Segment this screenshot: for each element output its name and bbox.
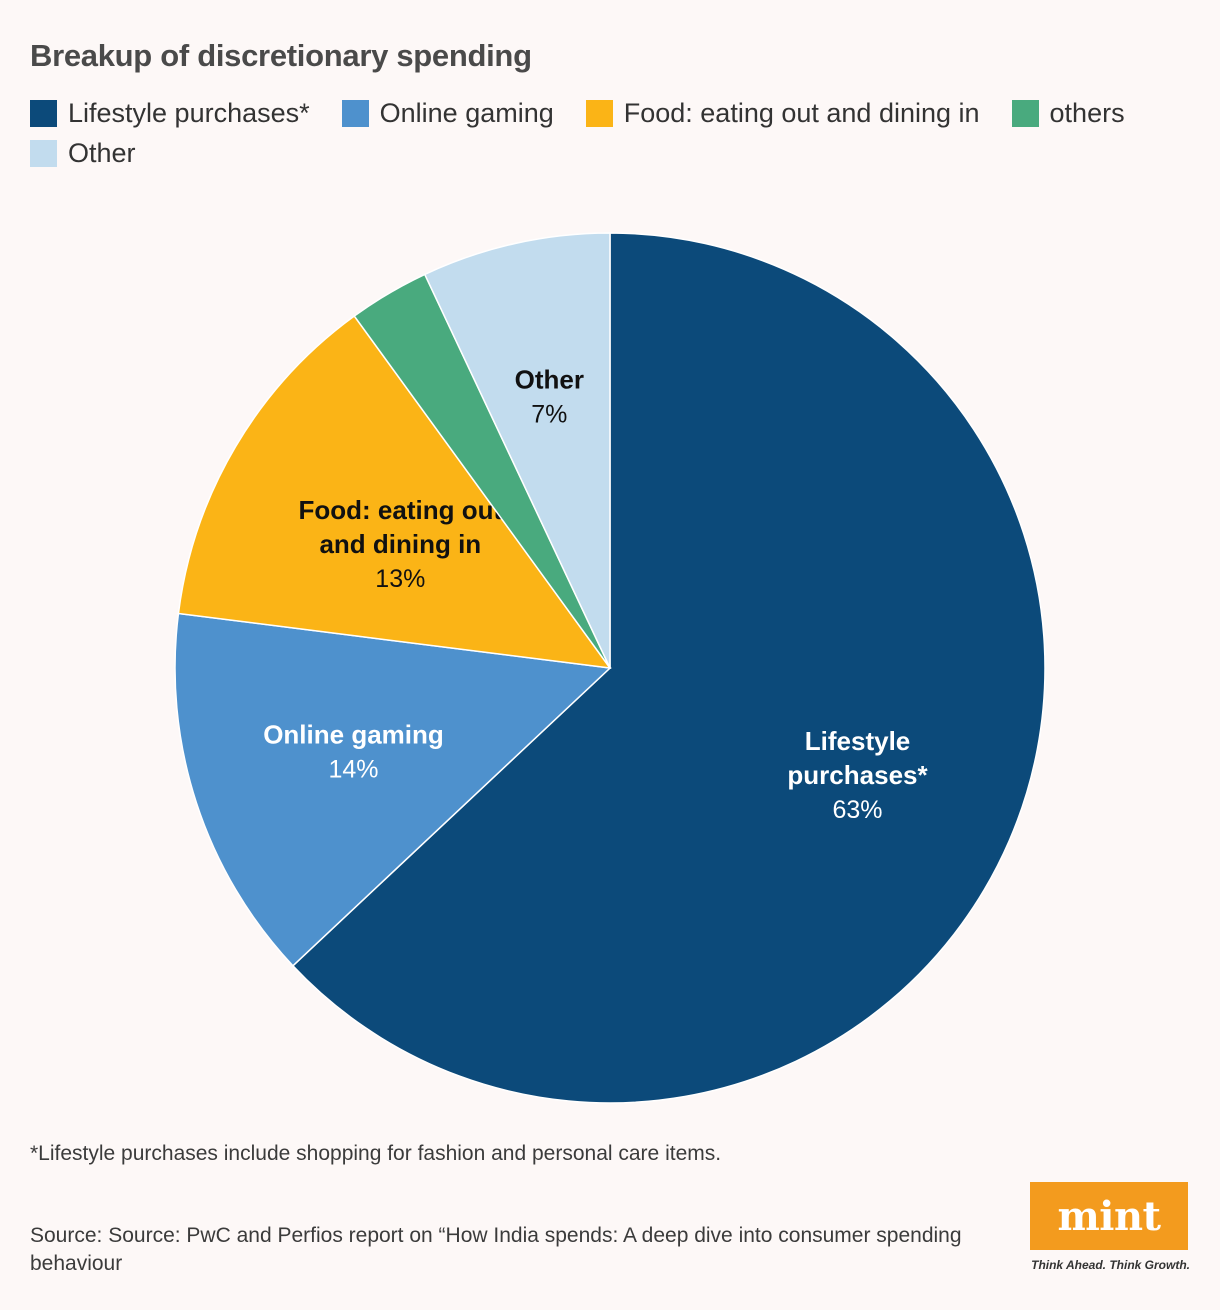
slice-label: Other xyxy=(515,364,584,394)
source-note: Source: Source: PwC and Perfios report o… xyxy=(30,1224,962,1275)
pie-slice xyxy=(177,315,612,669)
legend-swatch xyxy=(30,99,57,127)
footnote: *Lifestyle purchases include shopping fo… xyxy=(30,1142,722,1165)
slice-label: Lifestyle xyxy=(805,726,911,756)
legend-swatch xyxy=(341,99,369,127)
pie-slice xyxy=(423,232,611,669)
mint-logo: mint xyxy=(1030,1182,1188,1250)
legend-label: Food: eating out and dining in xyxy=(623,97,980,128)
slice-label: Food: eating out xyxy=(299,495,503,525)
legend-label: Online gaming xyxy=(379,97,554,128)
legend-item: Lifestyle purchases* xyxy=(30,98,310,128)
legend-label: others xyxy=(1049,97,1125,128)
pie-slice xyxy=(291,232,1046,1104)
slice-value-label: 14% xyxy=(328,755,378,783)
slice-label: purchases* xyxy=(787,760,928,790)
slice-value-label: 7% xyxy=(531,400,567,428)
legend-label: Lifestyle purchases* xyxy=(68,97,310,128)
brand-tagline: Think Ahead. Think Growth. xyxy=(1031,1258,1190,1272)
legend: Lifestyle purchases* Online gaming Food: e… xyxy=(30,98,1180,168)
legend-item: Online gaming xyxy=(341,97,554,128)
legend-swatch xyxy=(585,99,613,127)
chart-title: Breakup of discretionary spending xyxy=(30,38,532,73)
legend-item: Other xyxy=(30,138,136,168)
legend-label: Other xyxy=(68,137,136,168)
legend-swatch xyxy=(30,139,57,167)
legend-item: Food: eating out and dining in xyxy=(585,97,980,128)
legend-swatch xyxy=(1011,99,1039,127)
pie-slice xyxy=(174,612,612,967)
slice-label: and dining in xyxy=(319,529,481,559)
slice-label: Online gaming xyxy=(263,719,444,749)
slice-value-label: 13% xyxy=(375,565,425,593)
legend-item: others xyxy=(1011,97,1125,128)
slice-value-label: 63% xyxy=(832,796,882,824)
